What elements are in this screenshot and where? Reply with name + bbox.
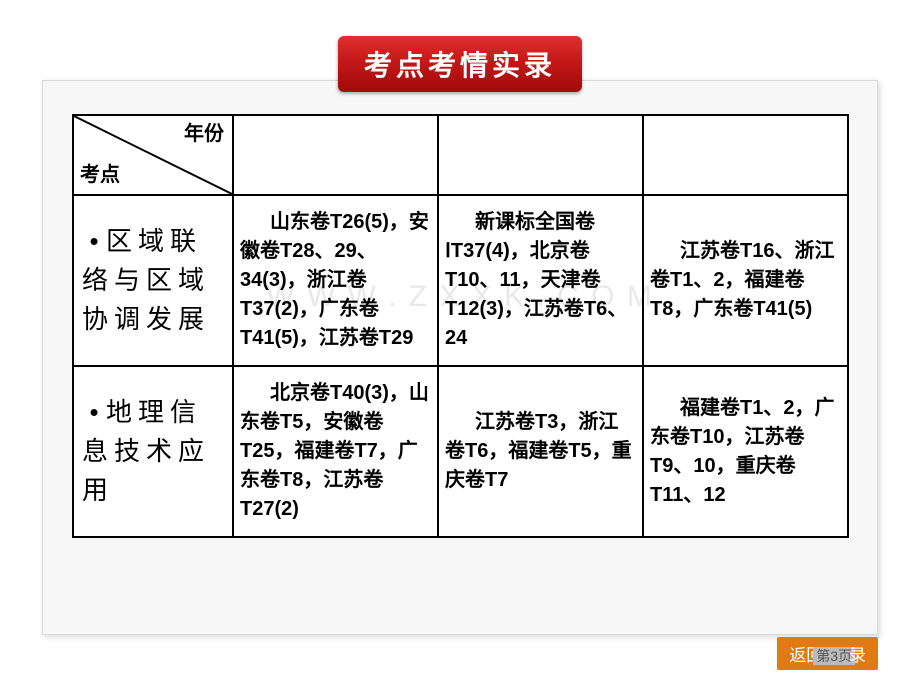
data-cell-0-0: 山东卷T26(5)，安徽卷T28、29、34(3)，浙江卷T37(2)，广东卷T… <box>233 195 438 366</box>
bullet-icon: • <box>82 222 106 261</box>
table-row: •地理信息技术应用 北京卷T40(3)，山东卷T5，安徽卷T25，福建卷T7，广… <box>73 366 848 537</box>
table-header-row: 年份 考点 <box>73 115 848 195</box>
data-cell-1-2: 福建卷T1、2，广东卷T10，江苏卷T9、10，重庆卷T11、12 <box>643 366 848 537</box>
data-cell-1-0: 北京卷T40(3)，山东卷T5，安徽卷T25，福建卷T7，广东卷T8，江苏卷T2… <box>233 366 438 537</box>
data-cell-1-1: 江苏卷T3，浙江卷T6，福建卷T5，重庆卷T7 <box>438 366 643 537</box>
header-year-label: 年份 <box>184 120 224 149</box>
header-col-2 <box>438 115 643 195</box>
exam-table: 年份 考点 •区域联络与区域协调发展 山东卷T26(5)，安徽卷T28、29、3… <box>72 114 849 538</box>
diagonal-header: 年份 考点 <box>73 115 233 195</box>
header-topic-label: 考点 <box>80 161 120 190</box>
table-row: •区域联络与区域协调发展 山东卷T26(5)，安徽卷T28、29、34(3)，浙… <box>73 195 848 366</box>
footer-suffix: 录 <box>849 646 866 665</box>
data-cell-0-2: 江苏卷T16、浙江卷T1、2，福建卷T8，广东卷T41(5) <box>643 195 848 366</box>
data-cell-0-1: 新课标全国卷ⅠT37(4)，北京卷T10、11，天津卷T12(3)，江苏卷T6、… <box>438 195 643 366</box>
header-col-1 <box>233 115 438 195</box>
slide: 考点考情实录 W W W . Z X X K . C O M 年份 考点 <box>0 0 920 690</box>
header-col-3 <box>643 115 848 195</box>
return-toc-button[interactable]: 返回第3页录 <box>777 637 878 670</box>
title-pill: 考点考情实录 <box>338 36 582 92</box>
topic-cell-0: •区域联络与区域协调发展 <box>73 195 233 366</box>
page-title: 考点考情实录 <box>364 50 556 81</box>
topic-cell-1: •地理信息技术应用 <box>73 366 233 537</box>
table-container: 年份 考点 •区域联络与区域协调发展 山东卷T26(5)，安徽卷T28、29、3… <box>72 114 848 538</box>
bullet-icon: • <box>82 393 106 432</box>
